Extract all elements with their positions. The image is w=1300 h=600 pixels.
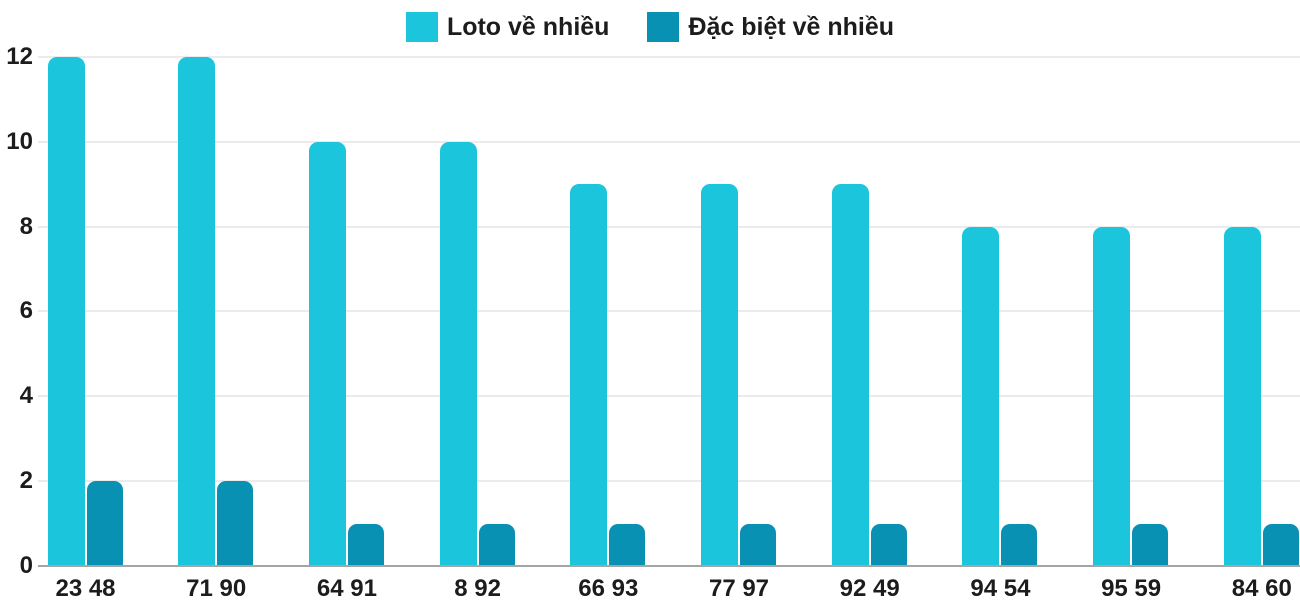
x-tick-label: 77 97 bbox=[708, 575, 770, 600]
legend-label: Loto về nhiều bbox=[446, 12, 610, 41]
chart-legend: Loto về nhiều Đặc biệt về nhiều bbox=[0, 10, 1300, 44]
y-tick-label: 4 bbox=[19, 382, 33, 410]
bar-series0-23-48 bbox=[47, 56, 85, 566]
legend-swatch-icon bbox=[647, 12, 680, 42]
gridline bbox=[38, 310, 1300, 313]
x-tick-label: 66 93 bbox=[578, 575, 639, 600]
legend-item-1[interactable]: Đặc biệt về nhiều bbox=[647, 12, 894, 42]
gridline bbox=[38, 140, 1300, 143]
x-tick-label: 95 59 bbox=[1101, 575, 1162, 600]
x-tick-label: 94 54 bbox=[970, 575, 1031, 600]
gridline bbox=[38, 480, 1300, 483]
bar-series1-84-60 bbox=[1262, 523, 1299, 566]
y-tick-label: 10 bbox=[6, 127, 33, 155]
bar-series1-94-54 bbox=[1001, 523, 1038, 566]
bar-series1-23-48 bbox=[86, 481, 123, 566]
gridline bbox=[38, 225, 1300, 228]
x-tick-label: 64 91 bbox=[316, 575, 377, 600]
x-tick-label: 84 60 bbox=[1231, 575, 1292, 600]
bar-series0-8-92 bbox=[439, 141, 477, 566]
bar-series1-8-92 bbox=[478, 523, 515, 566]
bar-series0-66-93 bbox=[570, 184, 608, 566]
bar-series0-94-54 bbox=[962, 226, 1000, 566]
bar-series0-64-91 bbox=[308, 141, 346, 566]
legend-swatch-icon bbox=[405, 12, 438, 42]
bar-series0-71-90 bbox=[178, 56, 216, 566]
bar-series1-64-91 bbox=[347, 523, 384, 566]
bar-series1-71-90 bbox=[217, 481, 254, 566]
x-tick-label: 71 90 bbox=[186, 575, 247, 600]
y-tick-label: 2 bbox=[19, 467, 33, 495]
y-tick-label: 12 bbox=[6, 42, 33, 70]
bar-series0-95-59 bbox=[1093, 226, 1131, 566]
bar-series1-95-59 bbox=[1132, 523, 1169, 566]
legend-item-0[interactable]: Loto về nhiều bbox=[405, 12, 610, 42]
y-tick-label: 6 bbox=[19, 297, 33, 325]
bar-series1-77-97 bbox=[740, 523, 776, 566]
bar-series1-66-93 bbox=[609, 523, 646, 566]
legend-label: Đặc biệt về nhiều bbox=[688, 12, 895, 41]
bar-series0-84-60 bbox=[1223, 226, 1261, 566]
bar-series1-92-49 bbox=[870, 523, 907, 566]
bar-series0-92-49 bbox=[831, 184, 869, 566]
x-axis-line bbox=[38, 565, 1300, 567]
gridline bbox=[38, 55, 1300, 58]
y-tick-label: 0 bbox=[19, 552, 33, 579]
x-tick-label: 23 48 bbox=[55, 575, 116, 600]
y-tick-label: 8 bbox=[19, 212, 33, 240]
x-tick-label: 92 49 bbox=[839, 575, 900, 600]
bar-series0-77-97 bbox=[701, 184, 738, 566]
gridline bbox=[38, 395, 1300, 398]
x-tick-label: 8 92 bbox=[454, 575, 501, 600]
